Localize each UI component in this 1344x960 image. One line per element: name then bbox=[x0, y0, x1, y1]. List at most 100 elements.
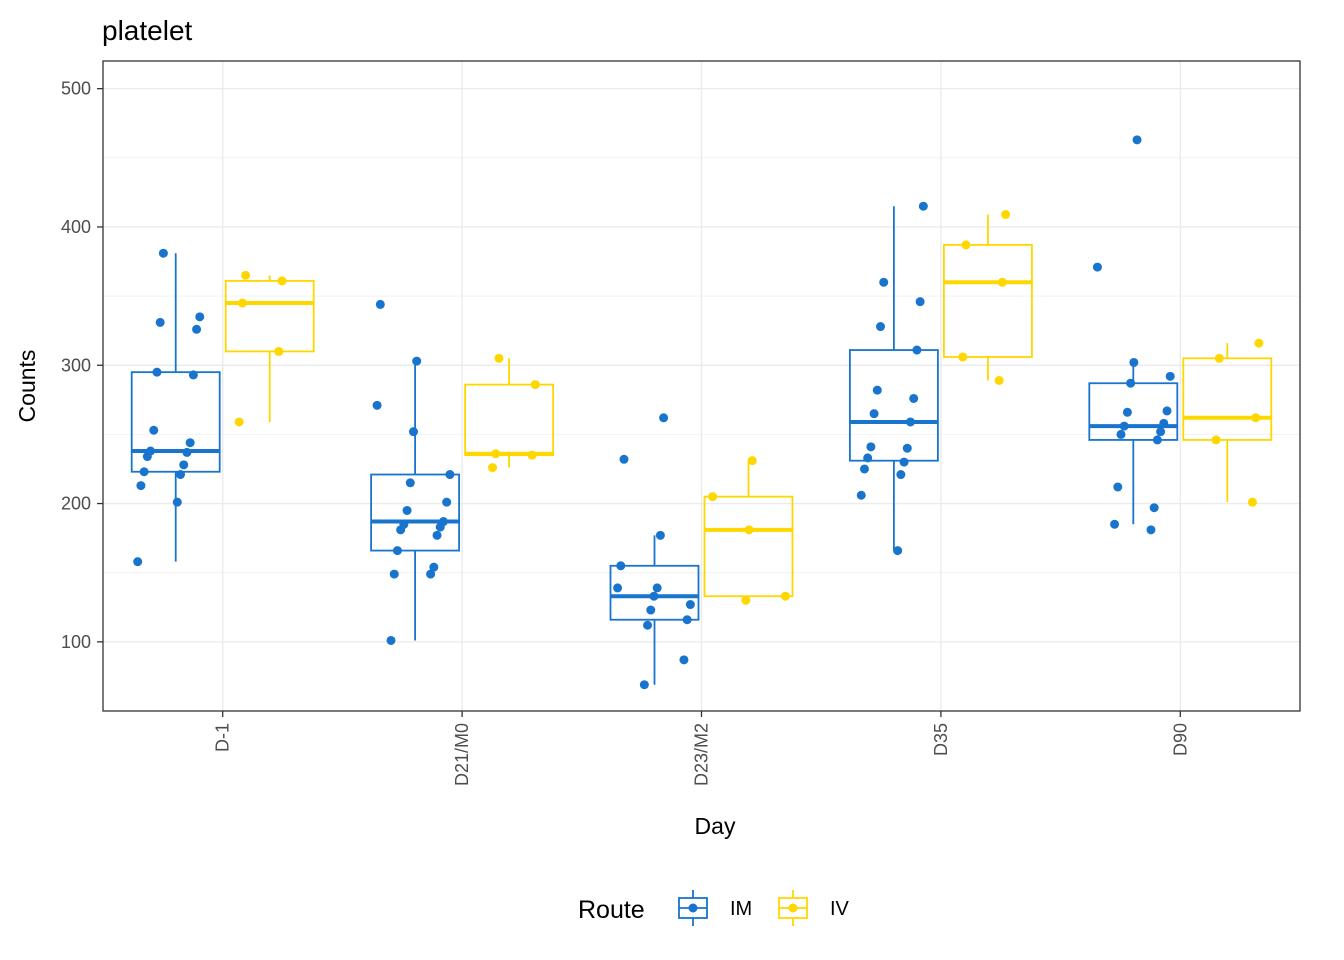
box bbox=[703, 495, 794, 598]
data-point bbox=[429, 562, 439, 572]
data-point bbox=[389, 569, 399, 579]
data-point bbox=[192, 324, 202, 334]
data-point bbox=[241, 270, 251, 280]
data-point bbox=[392, 546, 402, 556]
data-point bbox=[1152, 435, 1162, 445]
data-point bbox=[445, 470, 455, 480]
data-point bbox=[488, 463, 498, 473]
data-point bbox=[613, 583, 623, 593]
data-point bbox=[649, 591, 659, 601]
data-point bbox=[402, 505, 412, 515]
data-point bbox=[912, 345, 922, 355]
data-point bbox=[152, 367, 162, 377]
data-point bbox=[643, 620, 653, 630]
x-tick-label: D-1 bbox=[213, 723, 233, 752]
y-tick-label: 500 bbox=[61, 79, 91, 99]
data-point bbox=[869, 409, 879, 419]
data-point bbox=[918, 201, 928, 211]
data-point bbox=[1132, 135, 1142, 145]
data-point bbox=[1113, 482, 1123, 492]
data-point bbox=[530, 380, 540, 390]
data-point bbox=[639, 680, 649, 690]
data-point bbox=[179, 460, 189, 470]
data-point bbox=[859, 464, 869, 474]
box bbox=[609, 564, 700, 621]
data-point bbox=[659, 413, 669, 423]
box bbox=[1182, 357, 1273, 441]
data-point bbox=[893, 546, 903, 556]
chart-title: platelet bbox=[102, 15, 193, 46]
series-iv bbox=[224, 210, 1273, 605]
data-point bbox=[679, 655, 689, 665]
data-point bbox=[685, 600, 695, 610]
data-point bbox=[1001, 210, 1011, 220]
box bbox=[370, 473, 461, 552]
box bbox=[130, 371, 221, 473]
legend-key-point bbox=[688, 903, 698, 913]
data-point bbox=[616, 561, 626, 571]
y-tick-label: 100 bbox=[61, 632, 91, 652]
data-point bbox=[879, 277, 889, 287]
data-point bbox=[155, 317, 165, 327]
data-point bbox=[234, 417, 244, 427]
data-point bbox=[655, 530, 665, 540]
x-tick-label: D90 bbox=[1170, 723, 1190, 756]
data-point bbox=[905, 417, 915, 427]
data-point bbox=[646, 605, 656, 615]
data-point bbox=[1159, 418, 1169, 428]
data-point bbox=[494, 353, 504, 363]
series-layer bbox=[130, 135, 1273, 690]
legend-item-im: IM bbox=[678, 890, 752, 926]
grid-lines bbox=[103, 61, 1300, 712]
data-point bbox=[158, 248, 168, 258]
data-point bbox=[961, 240, 971, 250]
data-point bbox=[188, 370, 198, 380]
data-point bbox=[412, 356, 422, 366]
legend: Route IM IV bbox=[578, 890, 850, 926]
data-point bbox=[195, 312, 205, 322]
data-point bbox=[408, 427, 418, 437]
data-point bbox=[1251, 413, 1261, 423]
data-point bbox=[747, 456, 757, 466]
legend-label: IV bbox=[830, 898, 850, 920]
data-point bbox=[149, 425, 159, 435]
data-point bbox=[277, 276, 287, 286]
data-point bbox=[856, 490, 866, 500]
data-point bbox=[1116, 429, 1126, 439]
data-point bbox=[182, 447, 192, 457]
data-point bbox=[399, 519, 409, 529]
data-point bbox=[176, 470, 186, 480]
data-point bbox=[1126, 378, 1136, 388]
y-tick-label: 300 bbox=[61, 355, 91, 375]
data-point bbox=[1247, 497, 1257, 507]
plot-panel bbox=[102, 60, 1301, 712]
data-point bbox=[1165, 371, 1175, 381]
data-point bbox=[491, 449, 501, 459]
data-point bbox=[136, 481, 146, 491]
box bbox=[849, 349, 939, 462]
x-tick-label: D35 bbox=[931, 723, 951, 756]
data-point bbox=[237, 298, 247, 308]
data-point bbox=[1129, 357, 1139, 367]
data-point bbox=[133, 557, 143, 567]
data-point bbox=[896, 470, 906, 480]
legend-title: Route bbox=[578, 896, 645, 924]
data-point bbox=[1156, 427, 1166, 437]
data-point bbox=[405, 478, 415, 488]
x-tick-label: D21/M0 bbox=[452, 723, 472, 786]
x-axis-title: Day bbox=[695, 813, 736, 839]
data-point bbox=[1122, 407, 1132, 417]
data-point bbox=[438, 517, 448, 527]
data-point bbox=[172, 497, 182, 507]
data-point bbox=[780, 591, 790, 601]
x-axis: D-1 D21/M0 D23/M2 D35 D90 bbox=[213, 711, 1190, 786]
data-point bbox=[915, 297, 925, 307]
box bbox=[464, 383, 555, 457]
data-point bbox=[619, 454, 629, 464]
data-point bbox=[1149, 503, 1159, 513]
data-point bbox=[527, 450, 537, 460]
y-axis-title: Counts bbox=[14, 350, 40, 423]
data-point bbox=[994, 375, 1004, 385]
data-point bbox=[1092, 262, 1102, 272]
data-point bbox=[1146, 525, 1156, 535]
